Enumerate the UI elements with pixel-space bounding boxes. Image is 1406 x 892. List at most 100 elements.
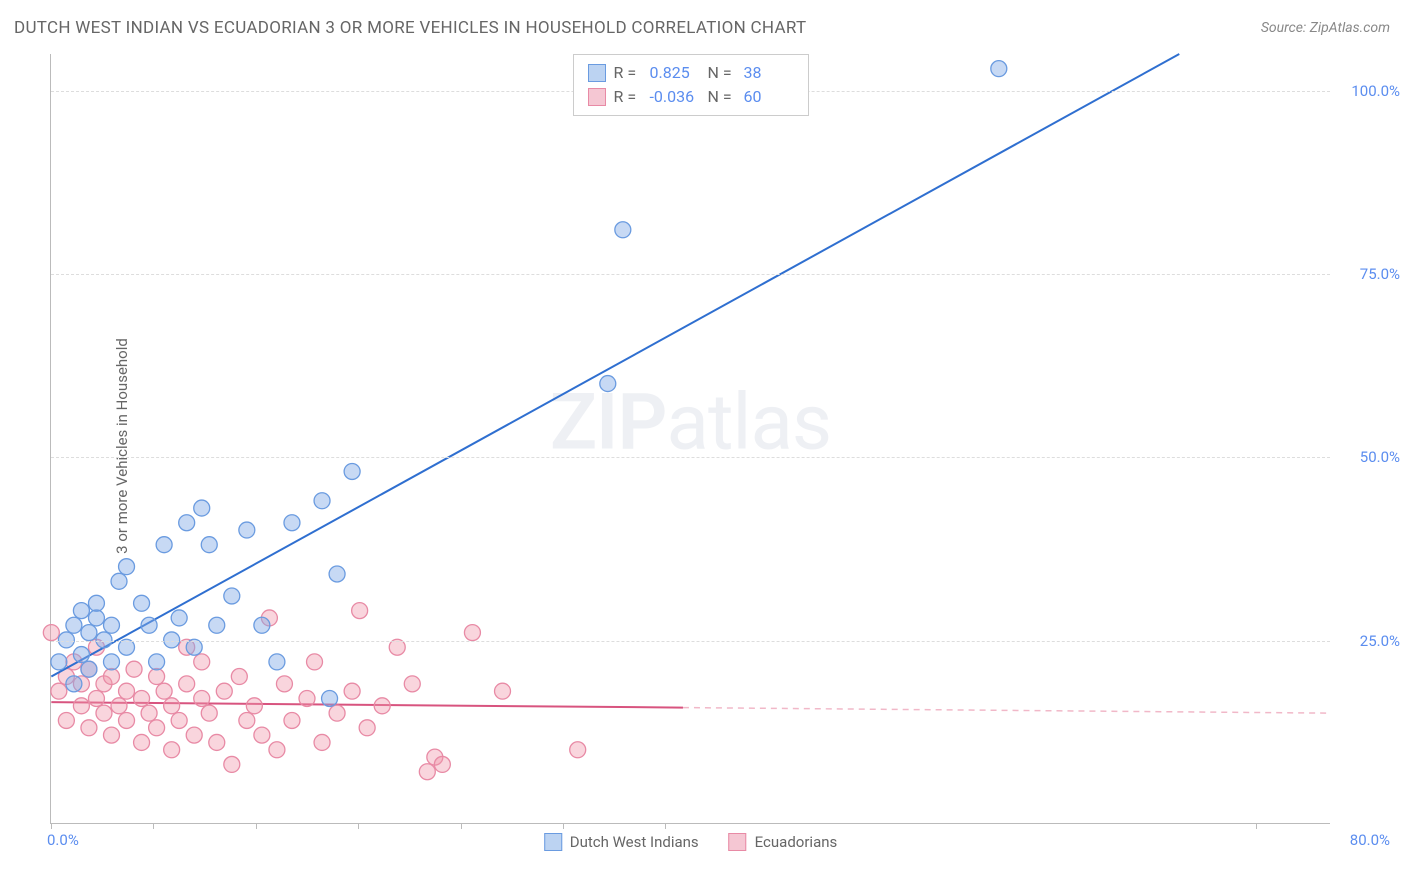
data-point [495, 683, 511, 699]
data-point [352, 603, 368, 619]
chart-title: DUTCH WEST INDIAN VS ECUADORIAN 3 OR MOR… [14, 18, 806, 38]
data-point [269, 742, 285, 758]
xtick-label: 80.0% [1350, 831, 1390, 849]
data-point [81, 720, 97, 736]
legend-r-label: R = [614, 85, 642, 109]
data-point [269, 654, 285, 670]
data-point [164, 742, 180, 758]
legend-swatch-pink [588, 88, 606, 106]
ytick-label: 75.0% [1340, 265, 1400, 283]
data-point [239, 712, 255, 728]
data-point [164, 698, 180, 714]
data-point [322, 691, 338, 707]
legend-swatch-blue [588, 64, 606, 82]
data-point [111, 573, 127, 589]
data-point [299, 691, 315, 707]
data-point [254, 617, 270, 633]
xtick [51, 823, 52, 829]
data-point [231, 669, 247, 685]
data-point [134, 691, 150, 707]
gridline [51, 641, 1330, 642]
legend-swatch-pink-icon [729, 833, 747, 851]
data-point [88, 610, 104, 626]
data-point [156, 683, 172, 699]
data-point [374, 698, 390, 714]
legend-row-pink: R = -0.036 N = 60 [588, 85, 794, 109]
legend-label-pink: Ecuadorians [755, 833, 838, 851]
data-point [73, 647, 89, 663]
ytick-label: 50.0% [1340, 448, 1400, 466]
xtick [665, 823, 666, 829]
data-point [73, 603, 89, 619]
legend-r-value-pink: -0.036 [650, 85, 700, 109]
data-point [344, 683, 360, 699]
data-point [314, 734, 330, 750]
data-point [141, 617, 157, 633]
gridline [51, 457, 1330, 458]
data-point [201, 537, 217, 553]
data-point [171, 610, 187, 626]
legend-n-value-blue: 38 [744, 61, 794, 85]
xtick [1256, 823, 1257, 829]
data-point [51, 654, 67, 670]
data-point [194, 500, 210, 516]
data-point [103, 727, 119, 743]
ytick-label: 25.0% [1340, 632, 1400, 650]
data-point [209, 734, 225, 750]
xtick [153, 823, 154, 829]
data-point [66, 617, 82, 633]
data-point [254, 727, 270, 743]
legend-item-blue: Dutch West Indians [544, 833, 699, 851]
data-point [419, 764, 435, 780]
data-point [344, 463, 360, 479]
xtick [461, 823, 462, 829]
data-point [103, 654, 119, 670]
data-point [284, 515, 300, 531]
data-point [119, 559, 135, 575]
data-point [464, 625, 480, 641]
data-point [126, 661, 142, 677]
data-point [43, 625, 59, 641]
data-point [149, 654, 165, 670]
data-point [51, 683, 67, 699]
data-point [276, 676, 292, 692]
source-attribution: Source: ZipAtlas.com [1261, 20, 1390, 36]
data-point [171, 712, 187, 728]
data-point [88, 595, 104, 611]
data-point [434, 756, 450, 772]
data-point [600, 376, 616, 392]
data-point [216, 683, 232, 699]
data-point [991, 61, 1007, 77]
data-point [404, 676, 420, 692]
data-point [111, 698, 127, 714]
legend-swatch-blue-icon [544, 833, 562, 851]
gridline [51, 274, 1330, 275]
legend-row-blue: R = 0.825 N = 38 [588, 61, 794, 85]
data-point [119, 712, 135, 728]
data-point [134, 734, 150, 750]
legend-r-label: R = [614, 61, 642, 85]
data-point [224, 756, 240, 772]
legend-item-pink: Ecuadorians [729, 833, 838, 851]
scatter-svg [51, 54, 1330, 823]
data-point [209, 617, 225, 633]
data-point [186, 727, 202, 743]
data-point [239, 522, 255, 538]
data-point [103, 617, 119, 633]
xtick [358, 823, 359, 829]
data-point [81, 661, 97, 677]
data-point [314, 493, 330, 509]
data-point [179, 676, 195, 692]
plot-area: ZIPatlas R = 0.825 N = 38 R = -0.036 N =… [50, 54, 1330, 824]
data-point [156, 537, 172, 553]
data-point [284, 712, 300, 728]
data-point [224, 588, 240, 604]
legend-n-label: N = [708, 61, 736, 85]
data-point [119, 683, 135, 699]
data-point [149, 669, 165, 685]
data-point [149, 720, 165, 736]
legend-n-label: N = [708, 85, 736, 109]
correlation-legend: R = 0.825 N = 38 R = -0.036 N = 60 [573, 54, 809, 116]
ytick-label: 100.0% [1340, 82, 1400, 100]
xtick [563, 823, 564, 829]
